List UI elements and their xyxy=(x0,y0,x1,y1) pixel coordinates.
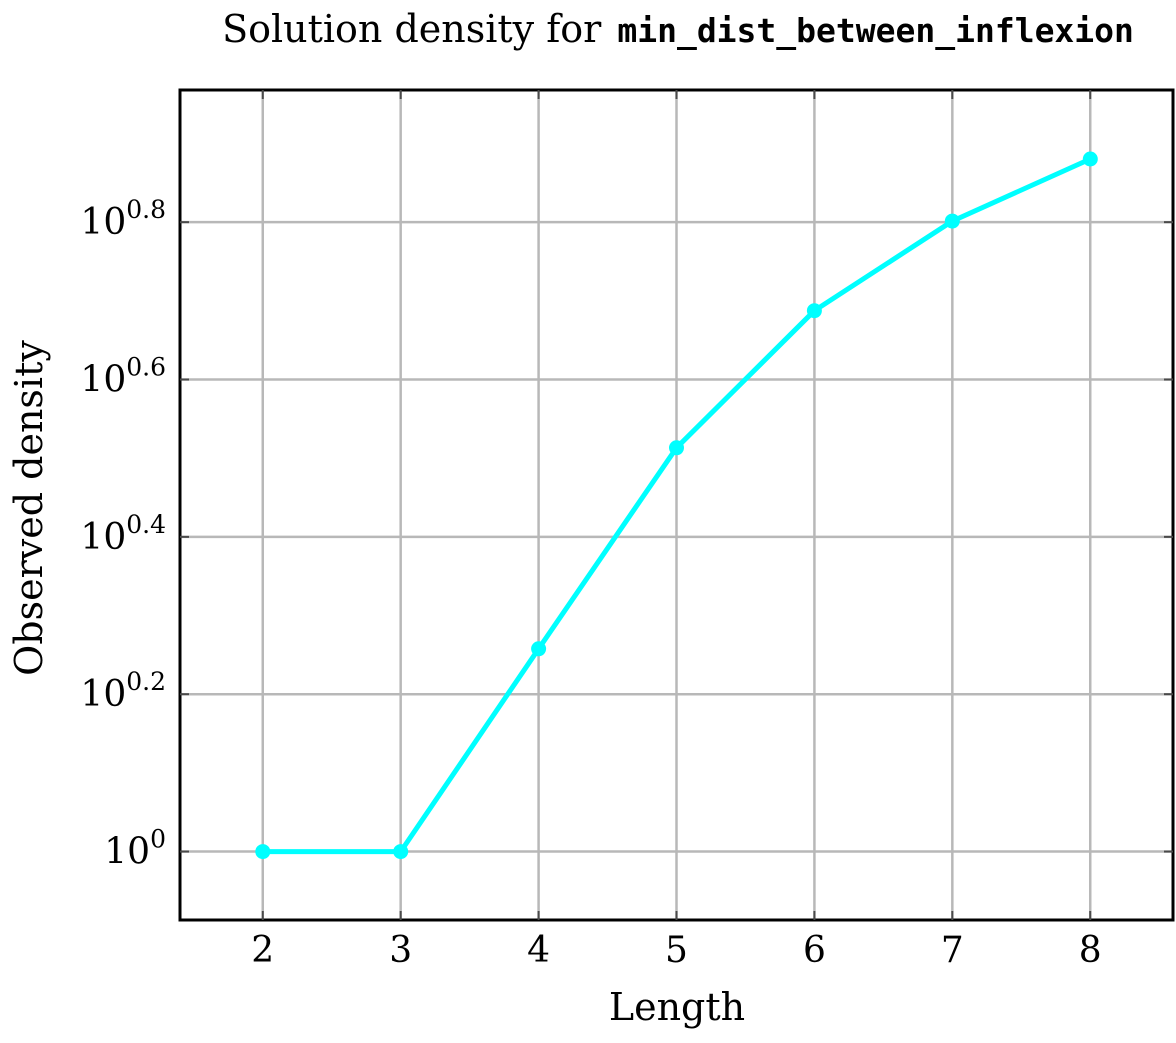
svg-text:Solution density for min: Solution density for min_dist_between_in… xyxy=(222,7,1134,51)
y-tick-label: 100.8 xyxy=(80,195,166,243)
data-point xyxy=(944,213,960,229)
data-point xyxy=(255,844,271,860)
data-point xyxy=(531,641,547,657)
tick-label-layer: 2 3 4 5 6 7 8 100 100.2 100.4 100.6 100.8 xyxy=(80,195,1101,971)
series-layer xyxy=(255,151,1098,860)
y-tick-label: 100.2 xyxy=(80,667,166,715)
x-tick-label: 2 xyxy=(251,930,274,971)
y-tick-label: 100 xyxy=(104,825,166,873)
x-tick-label: 6 xyxy=(803,930,826,971)
chart-title: Solution density for min_dist_between_in… xyxy=(222,7,1134,51)
chart-title-code: min_dist_between_inflexion xyxy=(617,11,1134,50)
y-tick-label: 100.6 xyxy=(80,353,166,401)
y-tick-label: 100.4 xyxy=(80,510,166,558)
x-tick-label: 5 xyxy=(665,930,688,971)
y-axis-label: Observed density xyxy=(7,340,51,676)
data-point xyxy=(806,303,822,319)
x-axis-label: Length xyxy=(609,985,745,1029)
data-point xyxy=(669,440,684,456)
grid-layer xyxy=(180,90,1173,920)
x-tick-label: 8 xyxy=(1079,930,1102,971)
x-tick-label: 3 xyxy=(389,930,412,971)
x-tick-label: 4 xyxy=(527,930,550,971)
tick-layer xyxy=(180,90,1173,920)
data-point xyxy=(393,844,409,860)
x-tick-label: 7 xyxy=(941,930,964,971)
data-point xyxy=(1082,151,1098,167)
chart-title-prefix: Solution density for xyxy=(222,7,602,51)
